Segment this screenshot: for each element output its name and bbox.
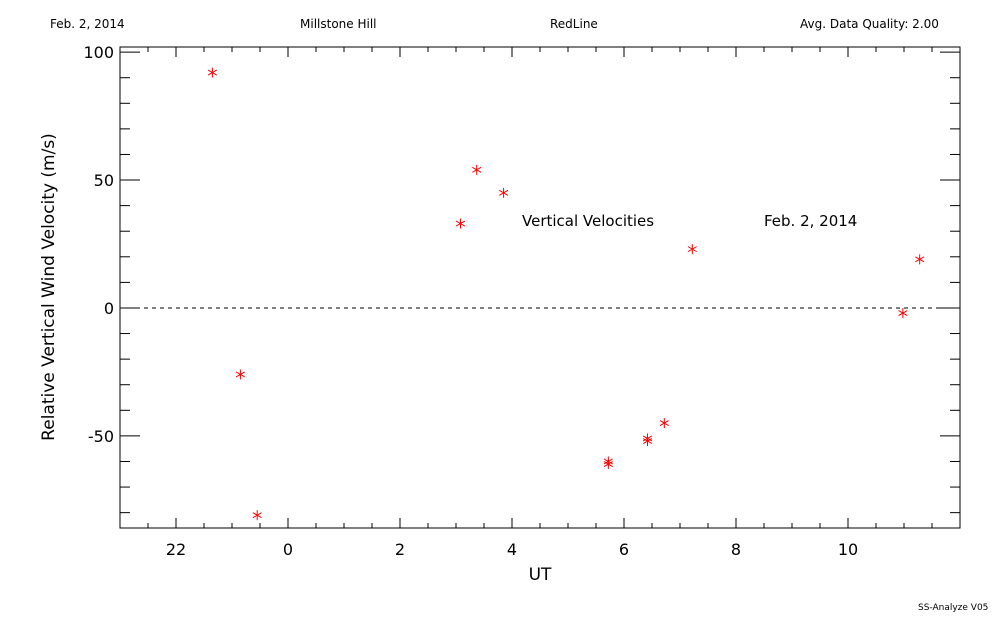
- x-tick-label: 10: [838, 540, 858, 559]
- data-point: [898, 308, 908, 319]
- data-point: [472, 164, 482, 175]
- data-point: [642, 436, 653, 447]
- y-tick-label: 50: [94, 171, 114, 190]
- software-version: SS-Analyze V05: [918, 603, 989, 613]
- y-tick-label: -50: [88, 427, 114, 446]
- data-point: [207, 67, 217, 78]
- header-date: Feb. 2, 2014: [50, 17, 125, 31]
- header-filter: RedLine: [550, 17, 598, 31]
- data-point: [915, 254, 925, 265]
- data-point: [235, 369, 245, 380]
- x-tick-label: 0: [283, 540, 293, 559]
- data-point: [499, 187, 509, 198]
- data-markers: [207, 67, 925, 521]
- header-data-quality: Avg. Data Quality: 2.00: [800, 17, 939, 31]
- x-tick-label: 2: [395, 540, 405, 559]
- x-axis-label: UT: [529, 565, 552, 585]
- data-point: [659, 418, 669, 429]
- x-tick-label: 22: [166, 540, 186, 559]
- data-point: [252, 510, 262, 521]
- y-tick-label: 100: [83, 43, 114, 62]
- annotation-date: Feb. 2, 2014: [764, 212, 857, 230]
- annotation-vertical-velocities: Vertical Velocities: [522, 212, 654, 230]
- x-tick-label: 4: [507, 540, 517, 559]
- x-tick-label: 6: [619, 540, 629, 559]
- y-axis-label: Relative Vertical Wind Velocity (m/s): [39, 133, 59, 441]
- axis-ticks: 22 0 2 4 6 8 10 -50 0 50 100: [83, 43, 961, 559]
- data-point: [687, 244, 697, 255]
- plot-frame: [119, 46, 961, 529]
- data-point: [455, 218, 466, 229]
- header-site: Millstone Hill: [300, 17, 377, 31]
- x-tick-label: 8: [731, 540, 741, 559]
- y-tick-label: 0: [104, 299, 114, 318]
- data-point: [603, 459, 613, 470]
